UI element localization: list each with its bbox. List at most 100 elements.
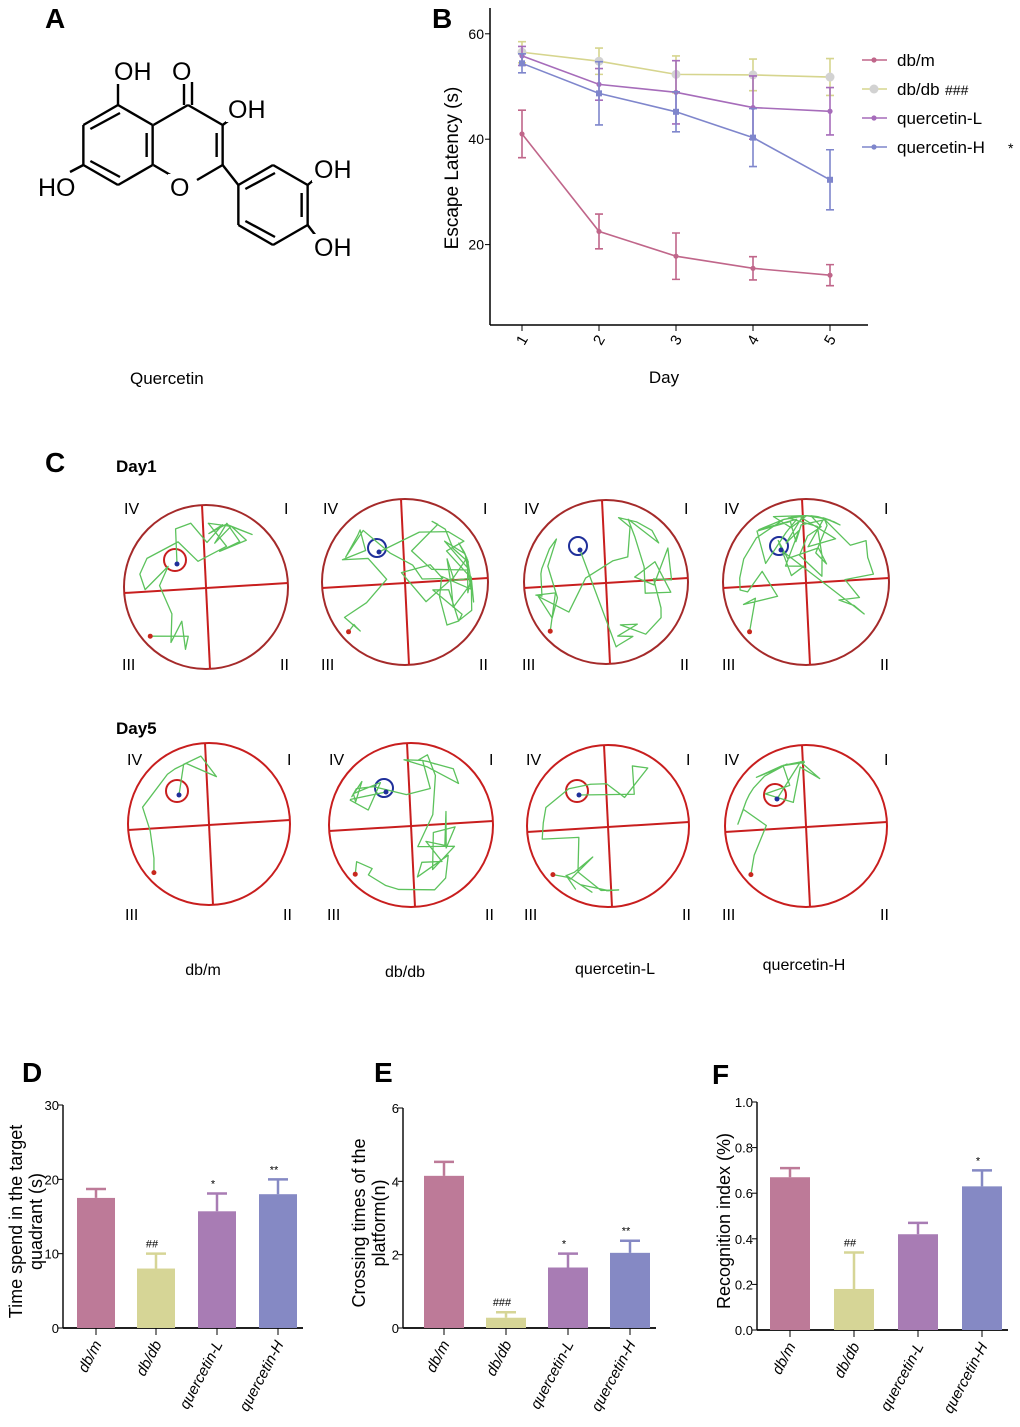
atom-label: HO (38, 174, 76, 202)
data-point (827, 108, 833, 114)
atom-label: OH (314, 156, 352, 184)
significance-mark: * (562, 1239, 567, 1251)
escape-latency-chart (485, 8, 887, 331)
significance-mark: ## (146, 1239, 159, 1251)
pool-outline (724, 744, 888, 908)
y-axis-title: Escape Latency (s) (442, 87, 463, 250)
quadrant-label-iii: III (522, 657, 535, 674)
y-tick-label: 0 (52, 1321, 59, 1336)
water-maze-track-day5-2 (526, 744, 690, 908)
water-maze-track-day5-1 (328, 742, 494, 908)
legend-significance: ### (945, 82, 969, 98)
x-tick-label: db/m (423, 1338, 454, 1375)
start-point (147, 633, 153, 639)
quadrant-label-ii: II (880, 907, 889, 924)
y-tick-label: 0 (392, 1321, 399, 1336)
y-tick-label: 1.0 (735, 1095, 753, 1110)
atom-label: OH (114, 58, 152, 86)
data-point (750, 134, 756, 141)
swim-path (341, 520, 475, 633)
x-axis-title: Day (649, 368, 680, 387)
quercetin-structure (36, 58, 346, 260)
quadrant-label-iii: III (321, 657, 334, 674)
target-platform-ring (163, 548, 187, 572)
group-label: db/db (385, 964, 425, 981)
target-platform-ring (568, 536, 588, 556)
x-tick-label: db/db (483, 1338, 516, 1379)
y-axis-title: quadrant (s) (26, 1173, 46, 1270)
quadrant-divider (601, 499, 611, 665)
panel-label-b: B (432, 3, 452, 34)
x-tick-label: 5 (821, 332, 840, 348)
quadrant-label-ii: II (280, 657, 289, 674)
quadrant-label-i: I (884, 501, 888, 518)
x-tick-label: quercetin-L (877, 1340, 927, 1414)
y-axis-title: Time spend in the target (6, 1125, 26, 1318)
legend-marker (871, 57, 877, 63)
panel-label-f: F (712, 1059, 729, 1090)
water-maze-track-day5-3 (724, 744, 888, 908)
start-point (547, 628, 553, 634)
end-point (174, 561, 180, 567)
legend-label: quercetin-L (897, 109, 982, 128)
quadrant-label-iv: IV (323, 501, 338, 518)
legend-marker (869, 84, 879, 94)
group-label: quercetin-H (763, 957, 846, 974)
data-point (827, 176, 833, 183)
error-bar (496, 1310, 516, 1318)
swim-path (139, 522, 253, 650)
end-point (176, 792, 182, 798)
quadrant-label-i: I (483, 501, 487, 518)
y-tick-label: 0.6 (735, 1186, 753, 1201)
quadrant-label-iv: IV (524, 501, 539, 518)
data-point (519, 60, 525, 67)
quadrant-label-iii: III (722, 907, 735, 924)
y-tick-label: 0.0 (735, 1323, 753, 1338)
legend-marker (871, 115, 877, 121)
swim-path (349, 754, 460, 891)
significance-mark: * (976, 1155, 981, 1167)
x-tick-label: 1 (513, 332, 532, 348)
bar-db/db (834, 1288, 874, 1330)
start-point (550, 872, 556, 878)
significance-mark: ** (622, 1226, 631, 1238)
pool-outline (526, 744, 690, 908)
quadrant-label-i: I (489, 752, 493, 769)
bar-quercetin-L (548, 1267, 588, 1328)
data-point (673, 108, 679, 115)
y-tick-label: 20 (468, 237, 484, 253)
bar-quercetin-H (962, 1186, 1002, 1330)
legend-marker (871, 144, 877, 150)
swim-path (141, 755, 218, 873)
end-point (383, 789, 389, 795)
quadrant-divider (204, 742, 214, 906)
legend-label: db/m (897, 51, 935, 70)
quadrant-label-iv: IV (724, 501, 739, 518)
target-platform-ring (565, 779, 589, 803)
target-platform-ring (763, 783, 787, 807)
quadrant-divider (400, 498, 410, 666)
x-tick-label: quercetin-H (940, 1340, 991, 1417)
quadrant-divider (406, 742, 416, 908)
pool-outline (321, 498, 489, 666)
significance-mark: ### (493, 1297, 512, 1309)
error-bar (207, 1192, 227, 1212)
error-bar (558, 1252, 578, 1268)
x-tick-label: 2 (590, 332, 609, 348)
panel-label-a: A (45, 3, 65, 34)
atom-label: OH (314, 234, 352, 262)
error-bar (908, 1221, 928, 1235)
error-bar (780, 1166, 800, 1178)
data-point (748, 70, 758, 80)
row-label-day5: Day5 (116, 719, 157, 738)
panel-label-e: E (374, 1057, 393, 1088)
bar-quercetin-H (610, 1252, 650, 1328)
legend-significance: * (1008, 140, 1014, 156)
quadrant-label-i: I (686, 752, 690, 769)
significance-mark: ## (844, 1237, 857, 1249)
data-point (596, 90, 602, 97)
quadrant-label-iv: IV (127, 752, 142, 769)
quadrant-label-i: I (287, 752, 291, 769)
